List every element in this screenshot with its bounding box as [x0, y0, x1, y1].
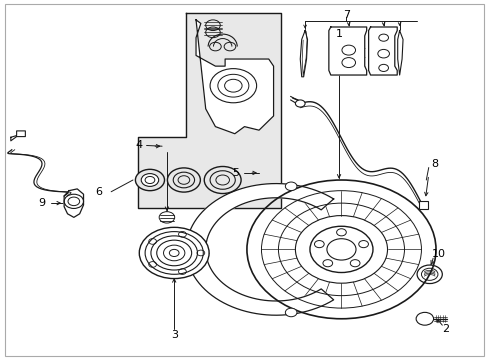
Polygon shape	[196, 20, 273, 134]
Circle shape	[295, 100, 305, 107]
Circle shape	[285, 182, 296, 190]
Text: 10: 10	[430, 249, 445, 259]
Circle shape	[285, 308, 296, 317]
Text: 3: 3	[170, 330, 177, 340]
Text: 4: 4	[136, 140, 142, 150]
Polygon shape	[397, 31, 402, 75]
Text: 1: 1	[335, 29, 342, 39]
Polygon shape	[64, 189, 83, 217]
Polygon shape	[328, 27, 366, 75]
Text: 8: 8	[430, 159, 438, 169]
Polygon shape	[368, 27, 396, 75]
Circle shape	[135, 169, 164, 191]
Circle shape	[141, 174, 159, 186]
Polygon shape	[11, 131, 25, 141]
Text: 7: 7	[342, 9, 349, 19]
Circle shape	[139, 227, 209, 279]
Text: 5: 5	[232, 168, 239, 178]
Polygon shape	[138, 13, 280, 208]
Text: 9: 9	[38, 198, 45, 208]
Bar	[418, 201, 427, 209]
Polygon shape	[186, 184, 333, 315]
Text: 6: 6	[95, 187, 102, 197]
Text: 2: 2	[441, 324, 448, 334]
Polygon shape	[300, 31, 307, 77]
